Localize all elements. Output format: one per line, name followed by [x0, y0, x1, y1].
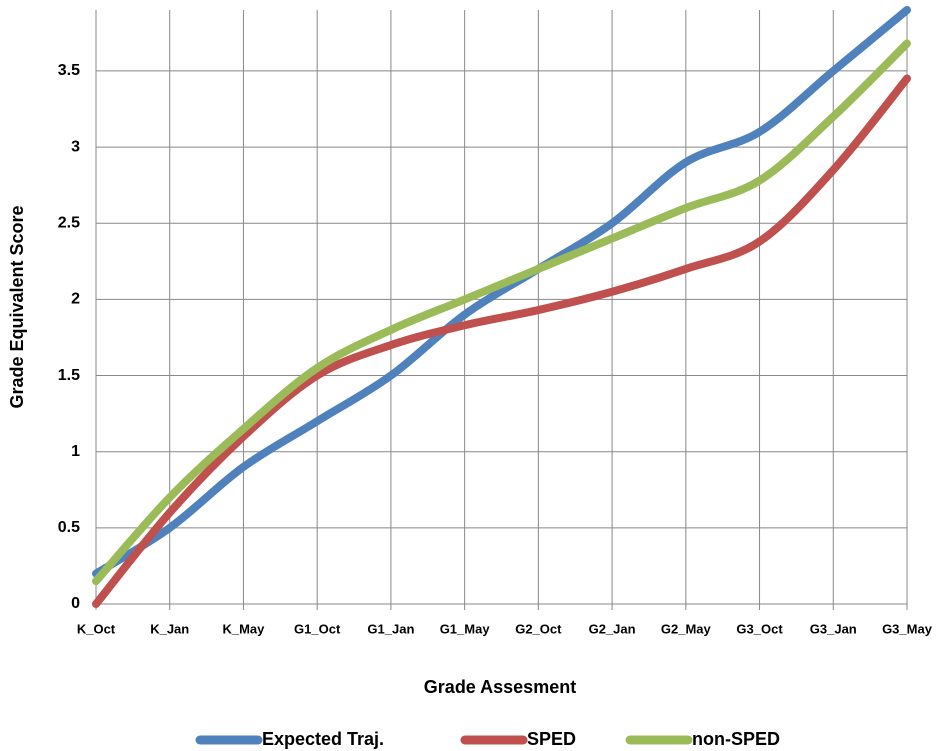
x-tick-label: G2_Oct	[515, 621, 562, 636]
legend-label: non-SPED	[692, 729, 780, 749]
y-axis-label: Grade Equivalent Score	[7, 205, 27, 408]
y-tick-label: 3.5	[58, 62, 80, 79]
x-tick-label: G3_Jan	[810, 621, 857, 636]
y-tick-label: 2.5	[58, 214, 80, 231]
line	[92, 74, 911, 608]
x-tick-label: G1_Jan	[367, 621, 414, 636]
y-tick-label: 0.5	[58, 519, 80, 536]
x-tick-label: G1_May	[440, 621, 491, 636]
x-tick-label: K_Jan	[150, 621, 189, 636]
y-tick-label: 1	[71, 443, 80, 460]
x-tick-label: G2_May	[661, 621, 712, 636]
x-tick-label: G3_Oct	[736, 621, 783, 636]
x-tick-label: G1_Oct	[294, 621, 341, 636]
x-tick-label: G3_May	[882, 621, 933, 636]
line	[92, 6, 911, 578]
y-tick-label: 2	[71, 291, 80, 308]
x-tick-label: K_May	[222, 621, 265, 636]
legend-label: SPED	[527, 729, 576, 749]
x-tick-label: G2_Jan	[589, 621, 636, 636]
line	[92, 39, 911, 586]
y-tick-label: 0	[71, 595, 80, 612]
x-tick-label: K_Oct	[77, 621, 116, 636]
y-tick-label: 3	[71, 138, 80, 155]
y-tick-label: 1.5	[58, 367, 80, 384]
x-axis-label: Grade Assesment	[424, 677, 576, 697]
legend-label: Expected Traj.	[262, 729, 384, 749]
